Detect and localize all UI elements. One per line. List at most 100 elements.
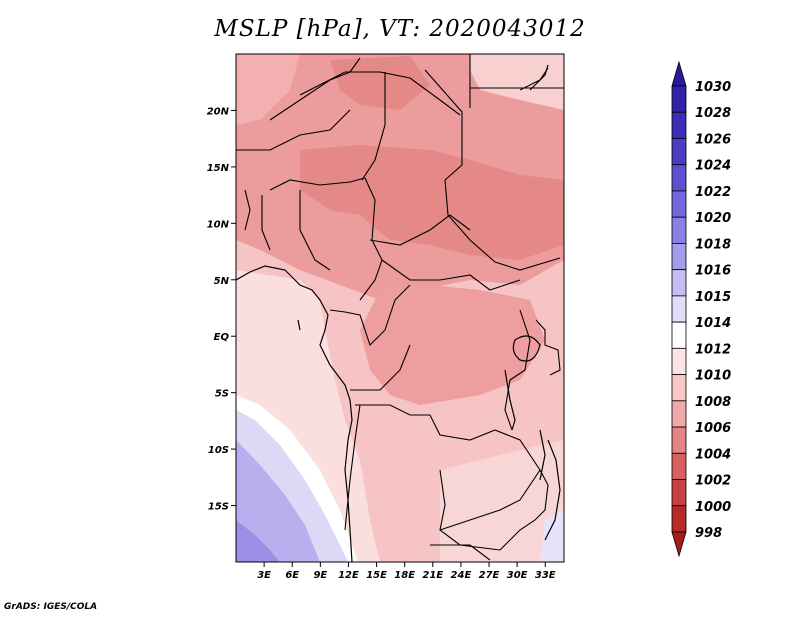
border-cameroon xyxy=(359,177,383,301)
border-algeria-niger xyxy=(299,71,461,116)
colorbar-level-label: 1018 xyxy=(695,237,731,252)
country-borders xyxy=(236,54,564,561)
x-tick-label: 30E xyxy=(507,570,528,581)
map-frame xyxy=(235,53,565,563)
x-tick-label: 24E xyxy=(451,570,472,581)
border-zambia xyxy=(439,429,541,531)
colorbar-swatch xyxy=(671,426,687,454)
colorbar-level-label: 1014 xyxy=(695,316,731,331)
border-west-small xyxy=(261,195,271,251)
colorbar-level-label: 1004 xyxy=(695,447,731,462)
border-moz xyxy=(499,469,549,551)
coast-northeast xyxy=(529,64,549,91)
border-drc-west xyxy=(350,344,411,391)
field-ocean-1020 xyxy=(236,520,280,562)
colorbar-swatch xyxy=(671,111,687,139)
colorbar-level-label: 1012 xyxy=(695,342,731,357)
x-tick-label: 33E xyxy=(535,570,556,581)
x-axis-ticks: 3E 6E 9E 12E 15E 18E 21E 24E 27E 30E 33E xyxy=(257,562,556,581)
coast-lake-victoria xyxy=(512,335,541,362)
y-tick-label: 10N xyxy=(207,219,230,230)
colorbar-level-label: 1026 xyxy=(695,132,731,147)
y-tick-label: 5S xyxy=(215,389,229,400)
y-tick-label: 15S xyxy=(208,502,229,513)
y-tick-label: 5N xyxy=(214,276,230,287)
colorbar: 1030 1028 1026 1024 1022 1020 1018 1016 1015 1014… xyxy=(671,60,731,558)
colorbar-level-label: 1016 xyxy=(695,264,731,279)
colorbar-swatch xyxy=(671,190,687,218)
colorbar-level-label: 998 xyxy=(695,526,722,541)
border-nigeria xyxy=(299,190,331,271)
x-tick-label: 15E xyxy=(366,570,387,581)
field-ocean-1018 xyxy=(236,440,320,562)
coastlines xyxy=(236,64,561,562)
field-south-1012 xyxy=(440,440,564,562)
colorbar-level-label: 1008 xyxy=(695,395,731,410)
grads-credit: GrADS: IGES/COLA xyxy=(4,602,98,612)
border-angola-north xyxy=(355,404,496,441)
y-tick-label: 15N xyxy=(207,163,230,174)
x-tick-label: 21E xyxy=(422,570,443,581)
colorbar-level-label: 1020 xyxy=(695,211,731,226)
border-south-bottom xyxy=(430,544,491,561)
colorbar-top-arrow xyxy=(671,60,687,87)
x-tick-label: 18E xyxy=(394,570,415,581)
coast-island xyxy=(297,319,301,331)
pressure-field xyxy=(236,54,564,562)
x-tick-label: 12E xyxy=(338,570,359,581)
x-tick-label: 6E xyxy=(285,570,299,581)
colorbar-swatch xyxy=(671,347,687,375)
colorbar-level-label: 1022 xyxy=(695,185,731,200)
colorbar-swatch xyxy=(671,505,687,533)
colorbar-swatch xyxy=(671,479,687,507)
colorbar-level-label: 1024 xyxy=(695,159,731,174)
colorbar-swatch xyxy=(671,269,687,297)
border-east-region xyxy=(535,319,561,376)
colorbar-level-label: 1002 xyxy=(695,474,731,489)
colorbar-swatch xyxy=(671,321,687,349)
coast-west-central xyxy=(319,314,353,562)
colorbar-swatch xyxy=(671,243,687,271)
field-congo-1008 xyxy=(360,285,545,405)
border-mali-niger xyxy=(236,109,351,151)
x-tick-label: 3E xyxy=(257,570,271,581)
colorbar-swatch xyxy=(671,295,687,323)
colorbar-level-label: 1030 xyxy=(695,80,731,95)
field-northwest-1010 xyxy=(236,54,300,125)
coast-east xyxy=(544,439,561,541)
colorbar-swatch xyxy=(671,138,687,166)
colorbar-swatch xyxy=(671,216,687,244)
border-niger-chad xyxy=(361,72,386,181)
border-car-drc xyxy=(381,259,521,291)
coast-gulf-of-guinea xyxy=(236,265,329,316)
colorbar-swatch xyxy=(671,452,687,480)
border-gabon-congo xyxy=(329,284,411,347)
field-sahara-1006 xyxy=(330,56,430,110)
border-libya-chad xyxy=(424,69,463,181)
border-lakes-east xyxy=(504,309,531,431)
y-tick-label: 20N xyxy=(207,106,230,117)
colorbar-swatch xyxy=(671,164,687,192)
border-sahara-west xyxy=(269,57,361,121)
y-tick-label: 10S xyxy=(208,445,229,456)
border-nigeria-north xyxy=(269,177,366,191)
border-west-small2 xyxy=(244,189,251,231)
colorbar-level-label: 1000 xyxy=(695,500,731,515)
colorbar-bottom-arrow xyxy=(671,531,687,558)
colorbar-level-label: 1015 xyxy=(695,290,731,305)
colorbar-level-label: 1006 xyxy=(695,421,731,436)
colorbar-level-label: 1010 xyxy=(695,369,731,384)
colorbar-swatch xyxy=(671,85,687,113)
x-tick-label: 27E xyxy=(479,570,500,581)
border-chad-car xyxy=(369,214,471,246)
chart-title: MSLP [hPa], VT: 2020043012 xyxy=(214,16,586,42)
field-northeast-1012 xyxy=(470,54,564,110)
border-sudan xyxy=(444,179,561,271)
y-tick-label: EQ xyxy=(214,332,230,343)
coast-lake-tanganyika xyxy=(504,369,516,431)
field-southeast-1014 xyxy=(540,510,564,562)
x-tick-label: 9E xyxy=(313,570,327,581)
border-zaire-south xyxy=(344,404,361,531)
y-axis-ticks: 20N 15N 10N 5N EQ 5S 10S 15S xyxy=(207,106,236,513)
